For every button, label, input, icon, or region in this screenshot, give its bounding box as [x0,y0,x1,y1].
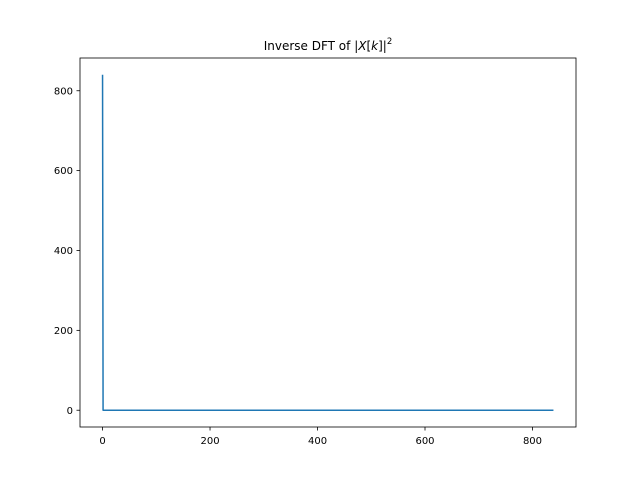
chart-title: Inverse DFT of |X[k]|2 [264,37,393,53]
y-tick-label-1: 200 [54,326,73,337]
series-layer [101,74,554,411]
series-line-0 [101,74,554,411]
x-tick-label-4: 800 [523,436,542,447]
plot-area [79,57,577,428]
y-tick-label-2: 400 [54,246,73,257]
chart-title-open: [ [366,39,371,53]
y-tick-label-0: 0 [67,406,73,417]
chart-title-close: ]| [378,39,387,53]
chart-title-prefix: Inverse DFT of | [264,39,359,53]
axes-frame [79,57,577,428]
y-tick-label-3: 600 [54,166,73,177]
x-tick-label-2: 400 [308,436,327,447]
y-axis: 0 200 400 600 800 [54,86,80,417]
chart-title-exponent: 2 [387,37,392,47]
x-tick-label-3: 600 [415,436,434,447]
axes-background [80,58,576,427]
x-tick-label-0: 0 [99,436,105,447]
y-tick-label-4: 800 [54,86,73,97]
x-tick-label-1: 200 [200,436,219,447]
x-axis: 0 200 400 600 800 [99,427,542,447]
chart-title-var: X [357,39,367,53]
chart-title-index: k [371,39,379,53]
